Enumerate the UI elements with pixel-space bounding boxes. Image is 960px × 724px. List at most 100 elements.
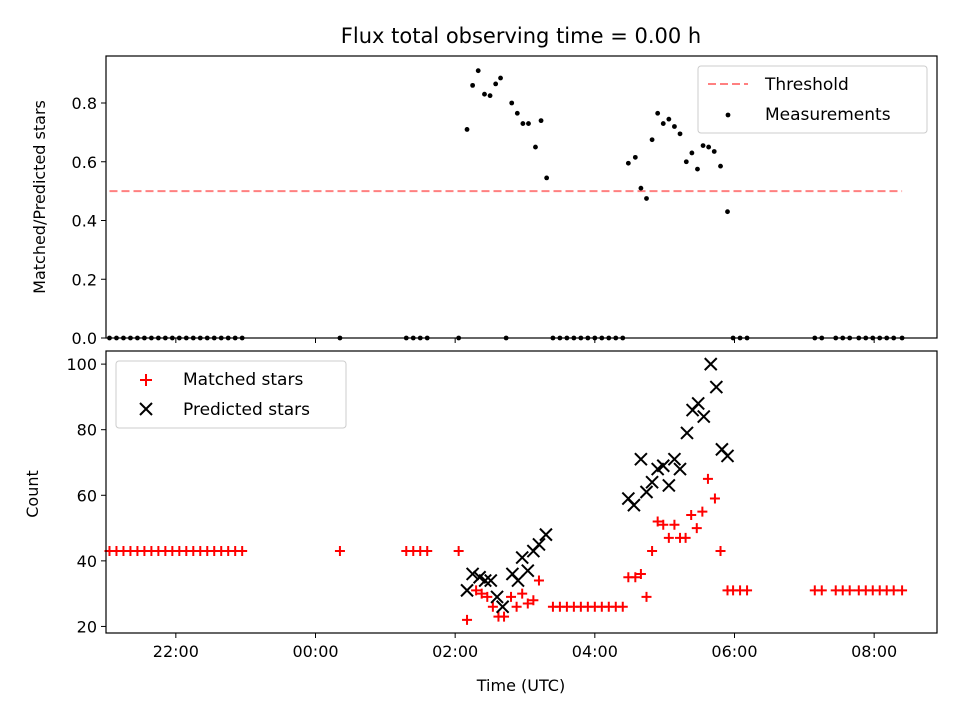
matched-stars-point <box>715 546 726 557</box>
matched-stars-point <box>617 601 628 612</box>
top-axes-ticks: 0.0 0.2 0.4 0.6 0.8 <box>72 94 875 348</box>
measurements-point <box>526 121 531 126</box>
measurements-point <box>625 160 631 166</box>
measurements-point <box>533 144 538 150</box>
bottom-legend: Matched stars Predicted stars <box>115 360 347 429</box>
measurements-point <box>706 144 712 150</box>
top-axes-frame <box>105 55 938 339</box>
measurements-point <box>538 118 544 124</box>
top-data-marks <box>107 68 905 341</box>
measurements-point <box>632 154 638 160</box>
matched-stars-point <box>658 519 669 530</box>
measurements-point <box>711 149 717 154</box>
matched-stars-point <box>844 585 855 596</box>
bottom-data-marks <box>104 357 908 625</box>
legend-predicted-label: Predicted stars <box>183 400 310 420</box>
matched-stars-point <box>528 595 539 606</box>
predicted-stars-point <box>521 563 535 578</box>
measurements-point <box>520 121 526 126</box>
matched-stars-point <box>462 614 473 625</box>
predicted-stars-point <box>680 426 694 440</box>
measurements-point <box>544 175 550 181</box>
measurements-point <box>683 159 689 165</box>
legend-threshold-label: Threshold <box>764 75 849 95</box>
top-panel: Flux total observing time = 0.00 h Match… <box>30 24 938 348</box>
matched-stars-point <box>334 546 345 557</box>
measurements-point <box>487 93 493 99</box>
predicted-stars-point <box>478 573 492 588</box>
matched-stars-point <box>533 575 544 586</box>
predicted-stars-point <box>539 527 553 542</box>
measurements-point <box>655 110 661 116</box>
matched-stars-point <box>742 585 753 596</box>
matched-stars-point <box>422 546 433 557</box>
predicted-stars-point <box>490 590 504 604</box>
measurements-point <box>725 209 730 215</box>
bottom-y-tick-label: 80 <box>77 421 97 440</box>
bottom-y-tick-label: 40 <box>77 552 97 571</box>
matched-stars-point <box>709 493 720 504</box>
legend-measurements-swatch <box>725 112 731 118</box>
predicted-stars-point <box>634 452 648 466</box>
top-legend-box <box>697 65 928 134</box>
matched-stars-point <box>816 585 827 596</box>
legend-measurements-label: Measurements <box>765 105 891 125</box>
predicted-stars-point <box>645 475 659 489</box>
x-tick-label: 06:00 <box>711 642 757 661</box>
top-legend: Threshold Measurements <box>697 65 928 134</box>
measurements-point <box>509 100 515 106</box>
predicted-stars-point <box>465 567 480 581</box>
predicted-stars-point <box>484 573 498 588</box>
matched-stars-point <box>686 509 697 520</box>
matched-stars-point <box>635 568 646 579</box>
predicted-stars-point <box>627 498 641 512</box>
measurements-point <box>718 163 723 169</box>
measurements-point <box>695 166 700 172</box>
matched-stars-point <box>647 546 658 557</box>
matched-stars-point <box>506 591 517 602</box>
measurements-point <box>475 68 481 74</box>
measurements-point <box>666 116 672 122</box>
predicted-stars-point <box>656 459 670 473</box>
matched-stars-point <box>691 523 702 534</box>
measurements-point <box>689 150 695 156</box>
matched-stars-point <box>511 601 522 612</box>
measurements-point <box>470 82 476 88</box>
measurements-point <box>464 127 470 132</box>
predicted-stars-point <box>673 462 687 476</box>
matched-stars-point <box>522 598 533 609</box>
matched-stars-point <box>652 516 663 527</box>
top-y-tick-label: 0.6 <box>72 153 97 172</box>
legend-matched-label: Matched stars <box>183 370 303 390</box>
bottom-y-tick-label: 100 <box>66 355 97 374</box>
measurements-point <box>660 121 666 126</box>
measurements-point <box>649 137 655 143</box>
legend-predicted-swatch <box>139 402 153 416</box>
bottom-legend-box <box>115 360 347 429</box>
top-y-tick-label: 0.2 <box>72 270 97 289</box>
matched-stars-point <box>697 506 708 517</box>
x-tick-label: 02:00 <box>432 642 478 661</box>
measurements-point <box>514 110 520 116</box>
measurements-point <box>644 196 649 201</box>
measurements-point <box>493 81 499 87</box>
bottom-axes-frame <box>105 350 938 634</box>
matched-stars-point <box>669 519 680 530</box>
matched-stars-point <box>482 591 493 602</box>
matched-stars-point <box>630 572 641 583</box>
chart-title: Flux total observing time = 0.00 h <box>341 24 701 48</box>
matched-stars-point <box>476 588 487 599</box>
bottom-y-tick-label: 20 <box>77 617 97 636</box>
matched-stars-point <box>499 611 510 622</box>
measurements-point <box>498 75 503 81</box>
matched-stars-point <box>702 473 713 484</box>
predicted-stars-point <box>704 357 718 371</box>
predicted-stars-point <box>709 380 724 394</box>
matched-stars-point <box>641 591 652 602</box>
legend-matched-swatch <box>140 374 152 386</box>
matched-stars-point <box>888 585 899 596</box>
measurements-point <box>482 91 487 97</box>
matched-stars-point <box>471 585 482 596</box>
top-y-tick-label: 0.0 <box>72 329 97 348</box>
